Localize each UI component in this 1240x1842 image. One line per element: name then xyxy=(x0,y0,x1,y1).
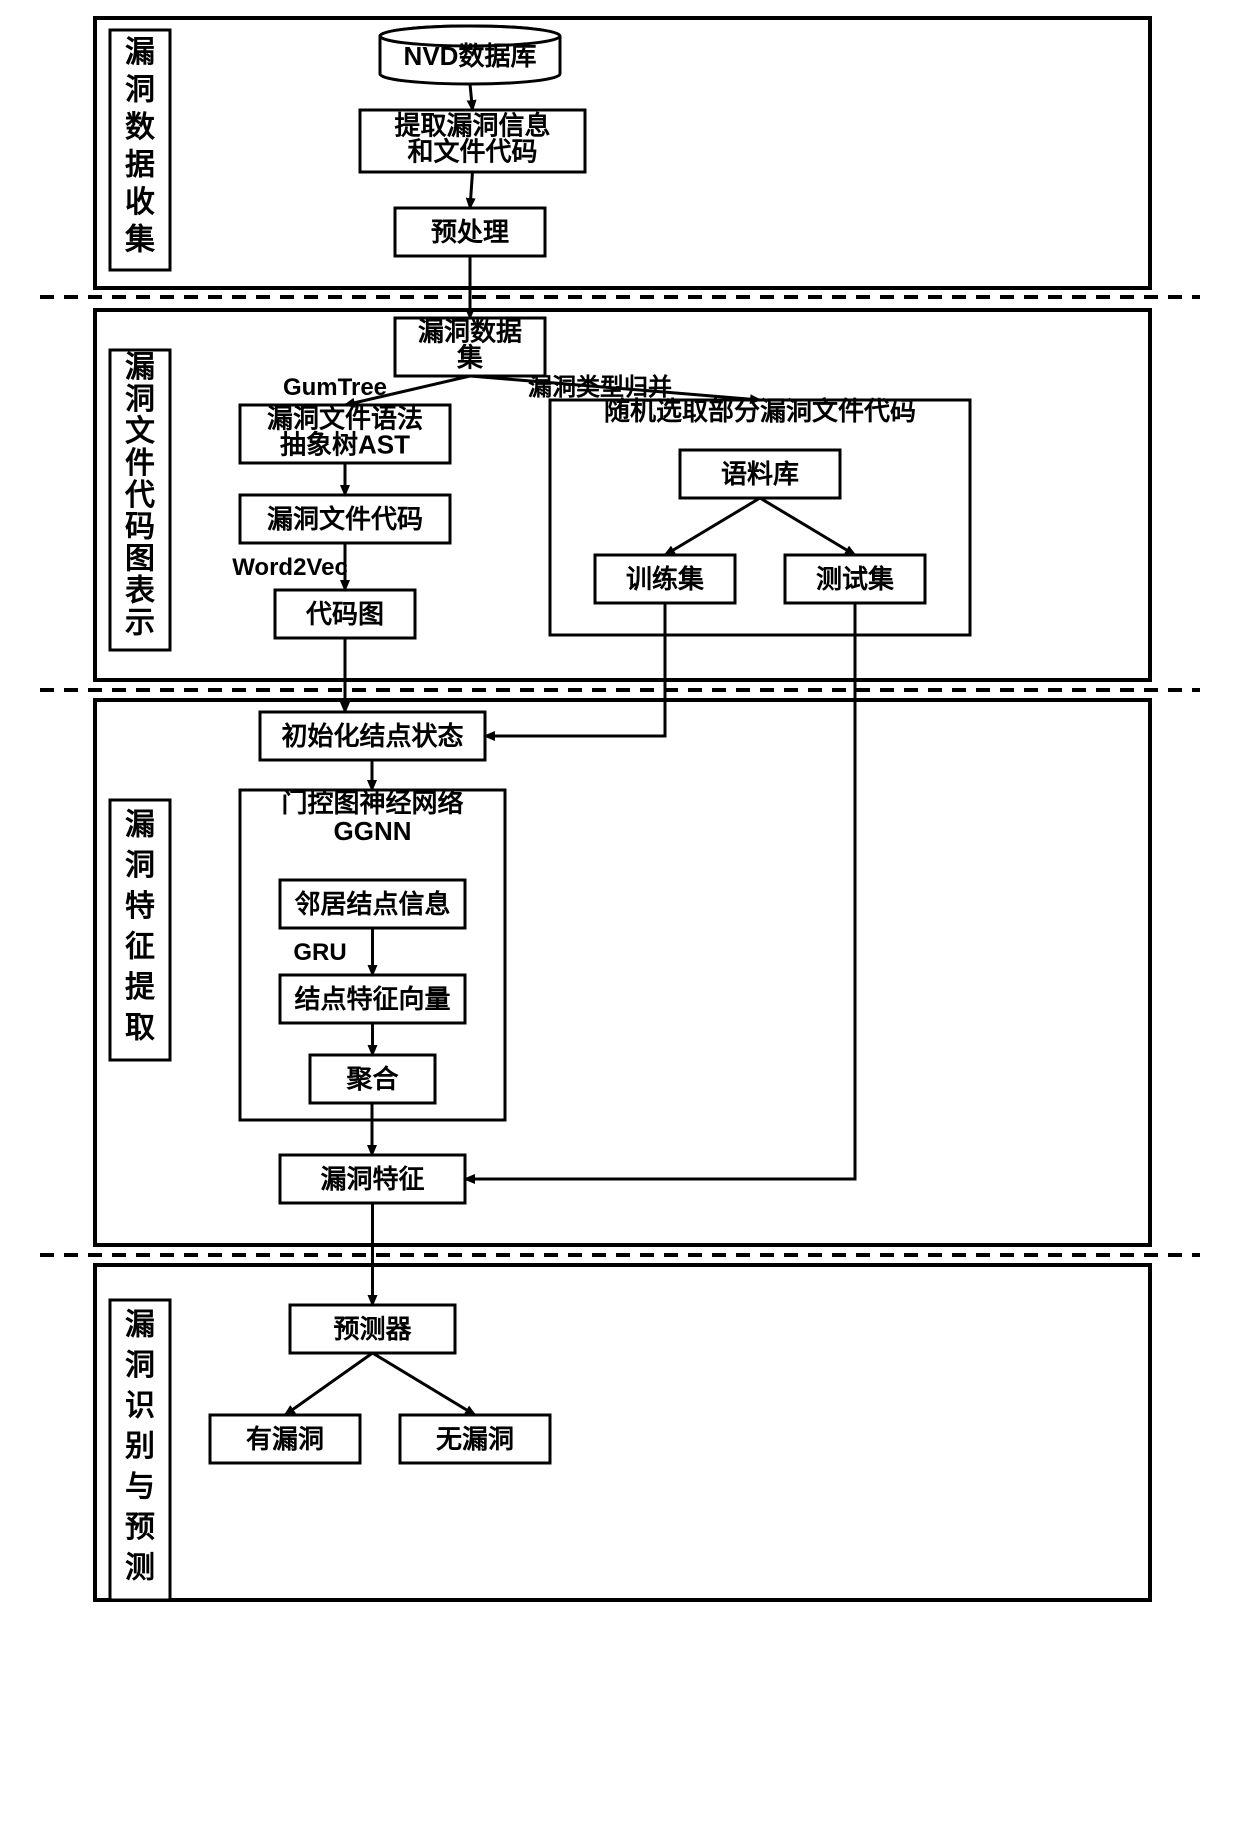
section-label-char: 漏 xyxy=(125,1308,155,1341)
node-text: 漏洞特征 xyxy=(320,1164,424,1194)
section-label-char: 示 xyxy=(125,606,155,639)
edge-label: GumTree xyxy=(283,374,387,401)
section-label-char: 码 xyxy=(125,511,155,544)
section-label-char: 征 xyxy=(125,930,155,963)
node-text: 测试集 xyxy=(816,564,895,594)
section-label-char: 洞 xyxy=(125,73,155,106)
section-label-char: 代 xyxy=(124,479,155,512)
edge xyxy=(373,1353,476,1415)
section-frame xyxy=(95,18,1150,288)
node-title: GGNN xyxy=(334,816,412,846)
section-label-char: 件 xyxy=(125,447,155,480)
node-text: 集 xyxy=(456,343,484,373)
node-text: 代码图 xyxy=(305,599,384,629)
section-label-char: 取 xyxy=(125,1012,155,1045)
section-label-char: 洞 xyxy=(125,1349,155,1382)
node-title: 门控图神经网络 xyxy=(281,788,463,818)
edge xyxy=(470,84,473,110)
section-label-char: 据 xyxy=(125,148,155,181)
node-text: 训练集 xyxy=(626,564,705,594)
section-label-char: 洞 xyxy=(125,849,155,882)
section-label-char: 漏 xyxy=(125,809,155,842)
section-label-char: 与 xyxy=(125,1471,155,1504)
section-label-char: 文 xyxy=(125,414,155,448)
section-label-char: 数 xyxy=(125,111,156,144)
section-label-char: 集 xyxy=(124,223,156,256)
node-text: 聚合 xyxy=(345,1064,399,1094)
node-text: 和文件代码 xyxy=(407,137,537,167)
node-text: 初始化结点状态 xyxy=(281,721,463,751)
section-label-char: 表 xyxy=(125,575,155,608)
edge-label: 漏洞类型归并 xyxy=(528,373,672,401)
edge-label: GRU xyxy=(293,939,346,966)
section-label-char: 识 xyxy=(125,1390,155,1423)
edge-label: Word2Vec xyxy=(232,554,348,581)
node-text: 邻居结点信息 xyxy=(294,889,450,919)
section-label-char: 图 xyxy=(125,543,155,576)
section-label-char: 收 xyxy=(125,186,155,219)
section-label-char: 测 xyxy=(125,1552,155,1585)
section-label-char: 预 xyxy=(125,1511,155,1544)
section-label-char: 别 xyxy=(125,1430,155,1463)
edge xyxy=(470,172,473,208)
node-text: 预处理 xyxy=(431,217,509,247)
section-label-char: 漏 xyxy=(125,351,155,384)
node-text: 结点特征向量 xyxy=(294,984,450,1014)
node-text: 漏洞文件代码 xyxy=(267,504,423,534)
flowchart-canvas: 漏洞数据收集漏洞文件代码图表示漏洞特征提取漏洞识别与预测NVD数据库提取漏洞信息… xyxy=(0,0,1240,1842)
section-label-char: 提 xyxy=(125,971,156,1004)
db-label: NVD数据库 xyxy=(404,41,537,71)
section-label-char: 漏 xyxy=(125,36,155,69)
section-label-char: 洞 xyxy=(125,383,155,416)
node-text: 语料库 xyxy=(721,459,799,489)
node-text: 有漏洞 xyxy=(246,1424,324,1454)
node-text: 无漏洞 xyxy=(436,1424,514,1454)
node-text: 抽象树AST xyxy=(280,430,410,460)
section-label-char: 特 xyxy=(125,890,155,923)
node-text: 预测器 xyxy=(333,1314,412,1344)
edge xyxy=(285,1353,373,1415)
